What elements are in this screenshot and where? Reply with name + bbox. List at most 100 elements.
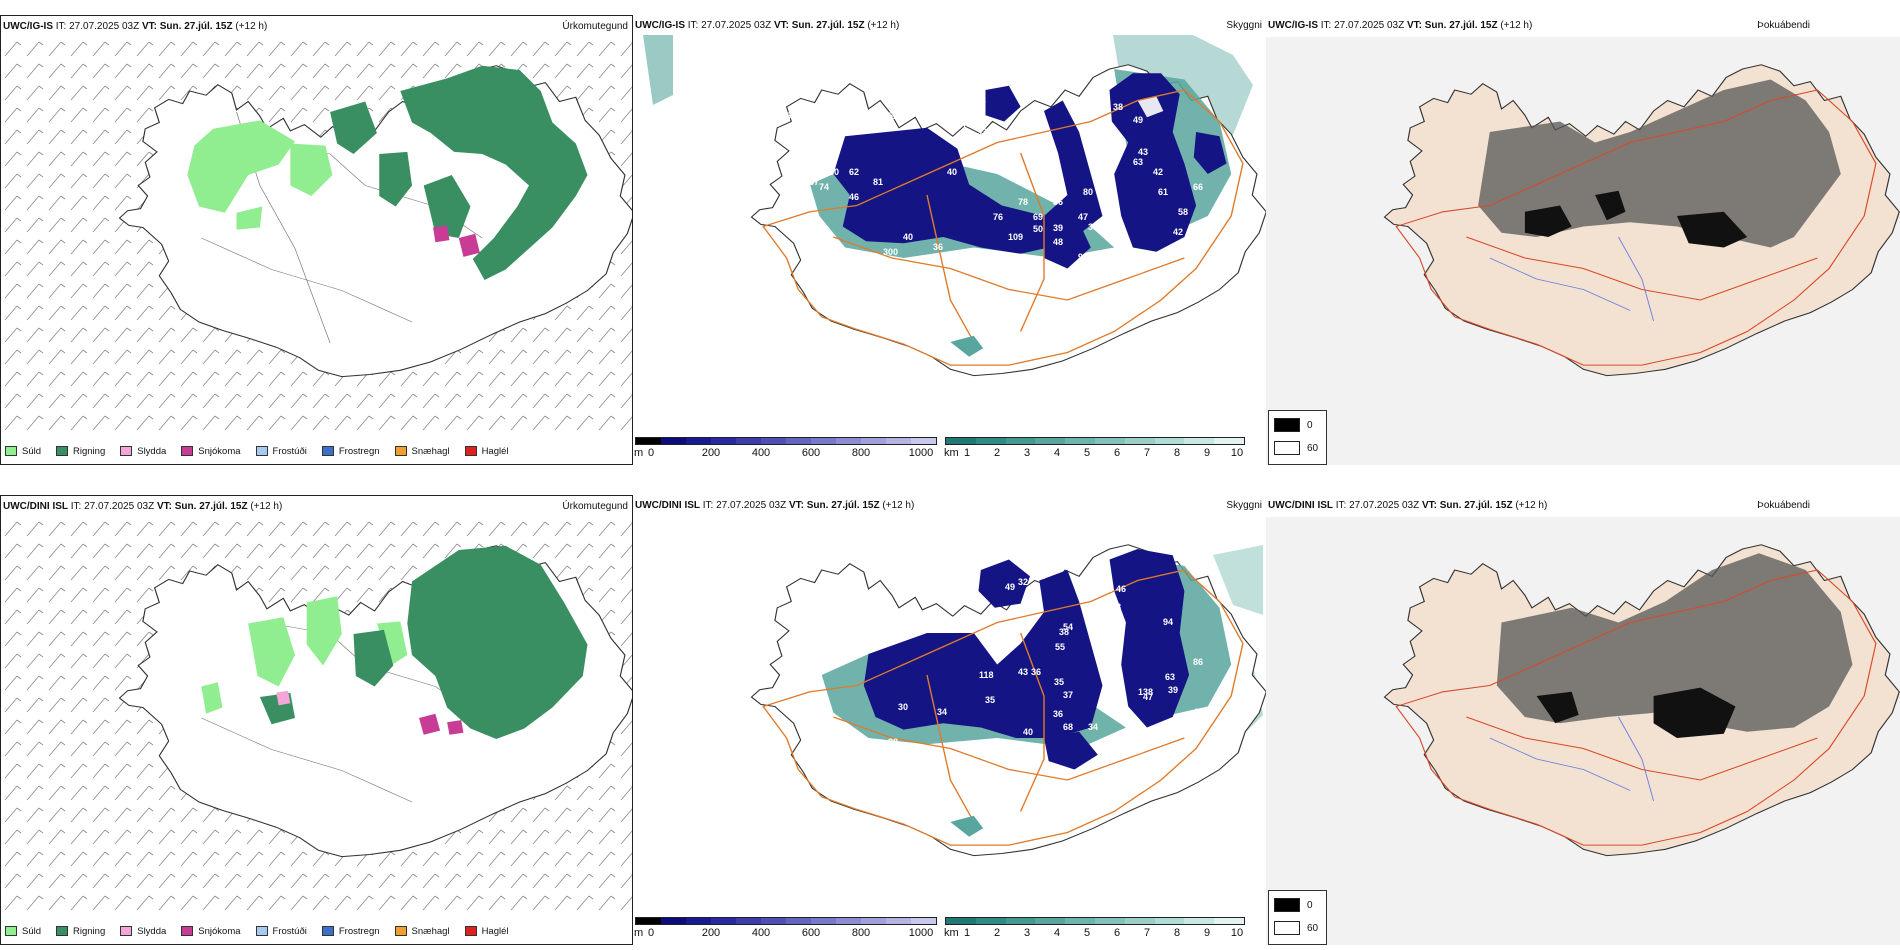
colorbar-tick-label: 8	[1173, 927, 1181, 939]
colorbar-swatch	[946, 918, 976, 924]
cloud-base-label: 34	[937, 707, 947, 717]
cloud-base-label: 74	[948, 382, 958, 392]
cloud-base-label: 38	[1113, 102, 1123, 112]
visibility-colorbar-swatches	[945, 437, 1245, 445]
colorbar-swatch	[1094, 438, 1125, 444]
legend-swatch	[120, 446, 133, 456]
cloud-base-label: 40	[947, 167, 957, 177]
fog-indicator-panel-row1: UWC/IG-IS IT: 27.07.2025 03Z VT: Sun. 27…	[1266, 15, 1900, 465]
cloud-base-label: 109	[1008, 232, 1023, 242]
legend-haglel: Haglél	[464, 446, 509, 457]
colorbar-swatch	[946, 438, 976, 444]
cloud-base-label: 64	[923, 77, 933, 87]
cloudbase-colorbar-swatches	[635, 917, 937, 925]
precip-map	[1, 514, 632, 916]
colorbar-swatch	[1214, 438, 1244, 444]
colorbar-tick-label: 400	[751, 447, 771, 459]
legend-snjokoma: Snjókoma	[181, 446, 241, 457]
precip-legend: Súld Rigning Slydda Snjókoma Frostúði Fr…	[5, 441, 524, 461]
cloud-base-label: 52	[888, 111, 898, 121]
fog-legend-row: 60	[1274, 921, 1318, 935]
panel-title: UWC/IG-IS IT: 27.07.2025 03Z VT: Sun. 27…	[3, 21, 268, 32]
fog-swatch	[1274, 418, 1300, 432]
legend-swatch	[394, 446, 407, 456]
cloud-base-label: 39	[1168, 685, 1178, 695]
legend-haglel: Haglél	[464, 926, 509, 937]
cloud-base-label: 44	[1103, 682, 1113, 692]
cloud-base-label: 38	[978, 157, 988, 167]
cloud-base-label: 63	[1133, 157, 1143, 167]
precip-type-panel-row1: UWC/IG-IS IT: 27.07.2025 03Z VT: Sun. 27…	[0, 15, 633, 465]
colorbar-swatch	[836, 438, 861, 444]
panel-variable-name: Skyggni	[1226, 500, 1262, 511]
cloud-base-label: 42	[1018, 115, 1028, 125]
visibility-unit: km	[944, 447, 959, 459]
colorbar-swatch	[1065, 918, 1095, 924]
panel-variable-name: Þokuábendi	[1757, 20, 1810, 31]
colorbar-swatch	[1124, 918, 1155, 924]
cloud-base-label: 42	[1035, 571, 1045, 581]
cloud-base-label: 48	[1053, 237, 1063, 247]
cloud-base-label: 30	[898, 702, 908, 712]
cloud-base-label: 69	[1033, 212, 1043, 222]
cloud-base-label: 81	[873, 177, 883, 187]
colorbar-tick-label: 2	[993, 927, 1001, 939]
cloud-base-label: 47	[961, 119, 971, 129]
panel-title: UWC/IG-IS IT: 27.07.2025 03Z VT: Sun. 27…	[1268, 20, 1533, 31]
cloud-base-label: 86	[1193, 657, 1203, 667]
cloud-base-label: 66	[1193, 182, 1203, 192]
legend-swatch	[56, 926, 69, 936]
legend-swatch	[255, 926, 268, 936]
cloud-visibility-panel-row2: UWC/DINI ISL IT: 27.07.2025 03Z VT: Sun.…	[633, 495, 1266, 945]
cloud-base-label: 43	[1193, 707, 1203, 717]
cloud-base-label: 62	[963, 587, 973, 597]
colorbar-tick-label: 7	[1143, 927, 1151, 939]
colorbar-swatch	[811, 438, 836, 444]
cloud-visibility-panel-row1: UWC/IG-IS IT: 27.07.2025 03Z VT: Sun. 27…	[633, 15, 1266, 465]
legend-suld: Súld	[5, 446, 41, 457]
colorbar-swatch	[1035, 438, 1066, 444]
cloud-base-label: 50	[1033, 224, 1043, 234]
cloud-base-label: 38	[1088, 222, 1098, 232]
colorbar-swatch	[686, 918, 711, 924]
fog-map	[1266, 37, 1900, 465]
cloud-base-label: 78	[1018, 197, 1028, 207]
colorbar-swatch	[911, 918, 936, 924]
panel-title: UWC/DINI ISL IT: 27.07.2025 03Z VT: Sun.…	[3, 501, 283, 512]
colorbar-tick-label: 4	[1053, 927, 1061, 939]
fog-indicator-panel-row2: UWC/DINI ISL IT: 27.07.2025 03Z VT: Sun.…	[1266, 495, 1900, 945]
colorbar-swatch	[736, 438, 761, 444]
legend-rigning: Rigning	[56, 926, 105, 937]
cloud-base-label: 32	[763, 79, 773, 89]
colorbar-tick-label: 4	[1053, 447, 1061, 459]
colorbar-swatch	[1184, 918, 1215, 924]
cloud-base-label: 39	[1103, 177, 1113, 187]
colorbar-swatch	[1035, 918, 1066, 924]
cloud-base-label: 46	[1116, 584, 1126, 594]
fog-swatch	[1274, 441, 1300, 455]
colorbar-swatch	[1154, 438, 1185, 444]
legend-swatch	[321, 446, 334, 456]
visibility-unit: km	[944, 927, 959, 939]
cloudbase-colorbar-swatches	[635, 437, 937, 445]
cloud-base-label: 42	[978, 557, 988, 567]
cloud-base-label: 118	[979, 670, 994, 680]
legend-slydda: Slydda	[120, 926, 166, 937]
colorbar-tick-label: 800	[851, 927, 871, 939]
cloud-base-label: 32	[1018, 577, 1028, 587]
cloud-base-label: 53	[945, 615, 955, 625]
colorbar-tick-label: 1000	[908, 447, 934, 459]
cloud-base-label: 40	[903, 232, 913, 242]
visibility-ticks: 1 2 3 4 5 6 7 8 9 10	[945, 927, 1245, 941]
visibility-colorbar-swatches	[945, 917, 1245, 925]
cloud-base-label: 34	[1138, 727, 1148, 737]
cloud-base-label: 101	[1093, 645, 1108, 655]
legend-rigning: Rigning	[56, 446, 105, 457]
cloud-base-label: 45	[1083, 587, 1093, 597]
visibility-ticks: 1 2 3 4 5 6 7 8 9 10	[945, 447, 1245, 461]
colorbar-swatch	[736, 918, 761, 924]
cloud-base-label: 36	[1031, 667, 1041, 677]
cloud-base-label: 36	[1053, 197, 1063, 207]
